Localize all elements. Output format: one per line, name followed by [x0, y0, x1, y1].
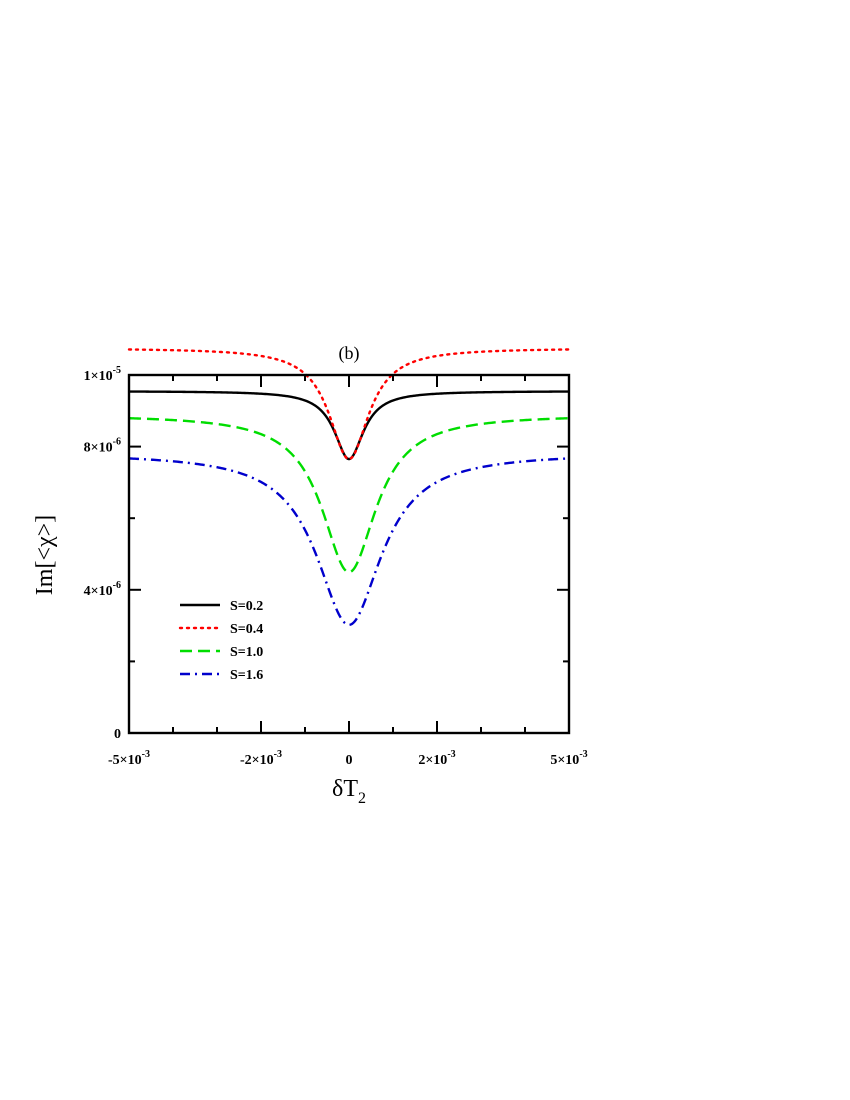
y-tick-label-0: 0 — [114, 727, 121, 742]
legend: S=0.2 S=0.4 S=1.0 S=1.6 — [178, 599, 263, 683]
y-tick-label-2: 8×10-6 — [84, 437, 121, 456]
x-tick-label-1: -2×10-3 — [240, 749, 282, 768]
legend-label-2: S=1.0 — [230, 645, 263, 660]
series-line-2 — [128, 417, 570, 574]
plot-frame — [127, 373, 571, 735]
x-tick-label-2: 0 — [346, 753, 353, 768]
axis-ticks — [128, 374, 570, 734]
x-tick-label-0: -5×10-3 — [108, 749, 150, 768]
y-tick-label-3: 1×10-5 — [84, 365, 121, 384]
x-axis-label-sub: 2 — [358, 790, 366, 807]
chart-title: (b) — [339, 343, 360, 364]
x-axis-label-main: δT — [332, 776, 358, 802]
x-axis-label: δT2 — [332, 776, 366, 807]
legend-label-0: S=0.2 — [230, 599, 263, 614]
legend-label-1: S=0.4 — [230, 622, 263, 637]
x-tick-label-3: 2×10-3 — [418, 749, 455, 768]
tick-labels: -5×10-3 -2×10-3 0 2×10-3 5×10-3 0 4×10-6 8×10-6… — [84, 365, 588, 768]
x-tick-label-4: 5×10-3 — [550, 749, 587, 768]
y-axis-label: Im[<χ>] — [32, 515, 58, 595]
y-tick-label-1: 4×10-6 — [84, 580, 121, 599]
legend-label-3: S=1.6 — [230, 668, 263, 683]
series-line-3 — [128, 457, 570, 627]
series-lines — [127, 348, 571, 627]
series-line-1 — [127, 348, 571, 461]
series-line-0 — [128, 390, 570, 461]
